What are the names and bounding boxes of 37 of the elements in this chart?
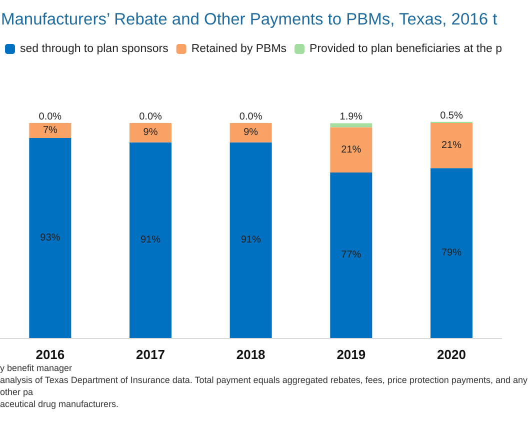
bar [129, 123, 172, 142]
data-label: 0.0% [239, 112, 262, 122]
data-label: 7% [42, 125, 58, 136]
x-tick-label: 2016 [36, 347, 65, 362]
bar [430, 123, 472, 168]
legend-label: sed through to plan sponsors [20, 43, 169, 55]
text: aceutical drug manufacturers. [0, 398, 120, 410]
chart-title: Manufacturers’ Rebate and Other Payments to PBMs, Texas, 2016 t [1, 10, 498, 28]
data-label: 91% [240, 234, 261, 246]
data-label: 1.9% [340, 112, 363, 123]
data-label: 9% [143, 127, 158, 138]
text: y benefit manager [0, 362, 74, 374]
x-tick-label: 2017 [136, 347, 165, 362]
bar [330, 172, 372, 338]
data-label: 0.5% [440, 110, 463, 122]
bar [330, 123, 372, 128]
legend-label: Provided to plan beneficiaries at the p [310, 43, 502, 55]
data-label: 0.0% [139, 112, 162, 122]
data-label: 9% [244, 127, 258, 138]
data-label: 0.0% [38, 112, 62, 122]
data-label: 77% [341, 250, 362, 261]
x-tick-label: 2020 [437, 347, 466, 362]
x-tick-label: 2019 [336, 347, 366, 362]
bar [430, 168, 472, 338]
data-label: 21% [441, 140, 462, 152]
data-label: 91% [140, 234, 161, 246]
x-tick-label: 2018 [236, 347, 266, 362]
bar [129, 142, 172, 338]
bar [29, 138, 72, 338]
bar [230, 142, 272, 338]
data-label: 79% [441, 248, 462, 259]
data-label: 21% [341, 144, 362, 156]
bar [29, 123, 72, 138]
legend-label: Retained by PBMs [191, 43, 287, 55]
bar [230, 123, 272, 142]
data-label: 93% [40, 232, 60, 244]
bar [330, 127, 372, 172]
